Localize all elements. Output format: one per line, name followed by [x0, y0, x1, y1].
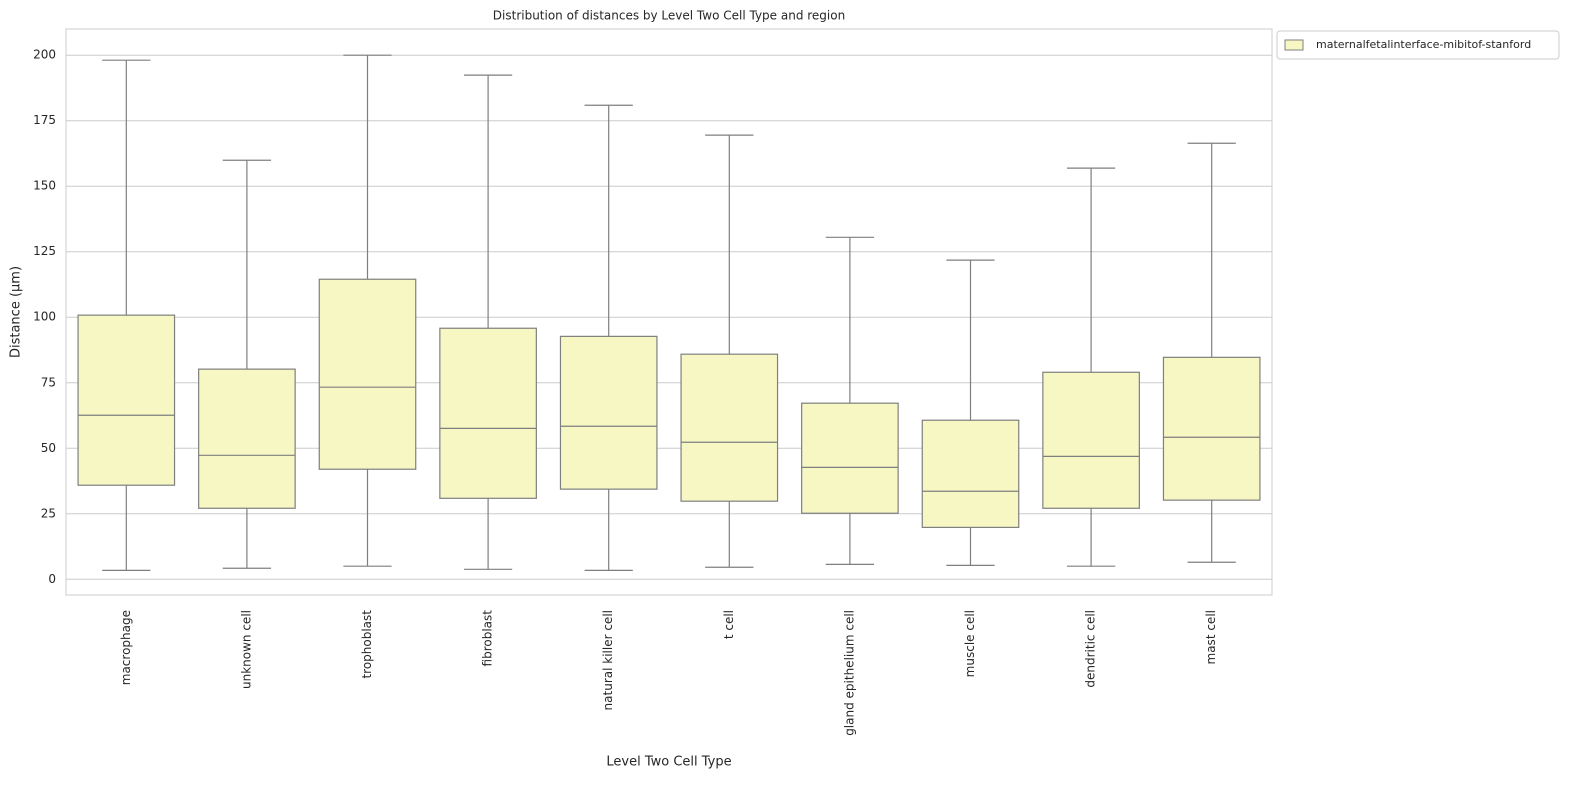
x-tick-label: unknown cell	[239, 610, 253, 689]
box	[198, 368, 296, 509]
legend-label: maternalfetalinterface-mibitof-stanford	[1316, 38, 1531, 51]
y-tick-label: 0	[48, 572, 56, 586]
x-tick-label: natural killer cell	[601, 610, 615, 710]
x-tick-label: mast cell	[1204, 610, 1218, 664]
x-tick-label: fibroblast	[481, 610, 495, 667]
box	[77, 314, 176, 486]
box	[680, 353, 779, 502]
box	[1162, 356, 1261, 501]
box	[559, 335, 658, 490]
x-tick-label: t cell	[722, 610, 736, 639]
x-tick-label: muscle cell	[963, 610, 977, 677]
plot-frame	[65, 28, 1273, 596]
x-tick-label: macrophage	[119, 610, 133, 685]
y-tick-label: 50	[41, 441, 56, 455]
y-tick-label: 150	[33, 179, 56, 193]
y-tick-label: 200	[33, 48, 56, 62]
y-tick-label: 100	[33, 310, 56, 324]
box	[318, 278, 417, 470]
chart-title: Distribution of distances by Level Two C…	[493, 9, 845, 23]
y-axis-label: Distance (µm)	[9, 266, 24, 358]
box	[1042, 371, 1140, 509]
x-tick-label: dendritic cell	[1084, 610, 1098, 688]
legend-frame	[1276, 30, 1560, 60]
y-tick-label: 25	[41, 506, 56, 520]
y-tick-label: 75	[41, 375, 56, 389]
y-tick-label: 175	[33, 113, 56, 127]
box	[801, 402, 899, 514]
box	[921, 419, 1020, 528]
x-tick-label: gland epithelium cell	[842, 610, 856, 736]
box	[439, 327, 537, 499]
legend-swatch	[1284, 39, 1304, 51]
x-tick-label: trophoblast	[360, 610, 374, 679]
y-tick-label: 125	[33, 244, 56, 258]
x-axis-label: Level Two Cell Type	[606, 755, 731, 770]
